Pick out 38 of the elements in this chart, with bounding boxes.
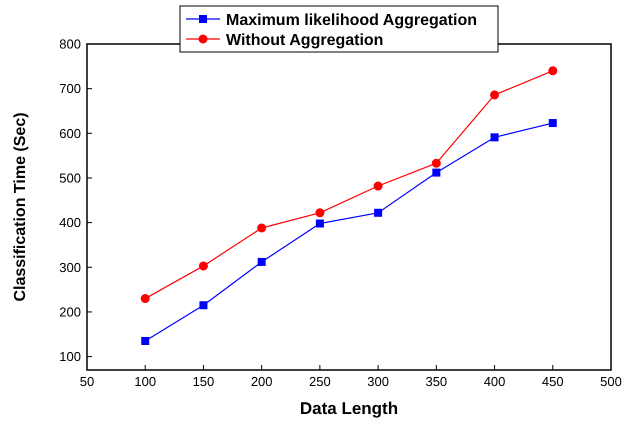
- point: [315, 208, 324, 218]
- y-tick-label: 400: [59, 215, 81, 230]
- point: [490, 90, 500, 100]
- legend-label: Without Aggregation: [226, 32, 384, 49]
- point: [316, 220, 324, 228]
- x-tick-label: 250: [309, 374, 331, 389]
- point: [140, 294, 150, 304]
- x-tick-label: 100: [134, 374, 156, 389]
- y-tick-label: 300: [59, 260, 81, 275]
- y-tick-label: 200: [59, 304, 81, 320]
- y-tick-label: 100: [59, 349, 81, 364]
- y-tick-label: 700: [59, 81, 81, 96]
- point: [198, 261, 208, 270]
- x-tick-label: 350: [425, 374, 448, 389]
- point: [257, 223, 266, 232]
- point: [432, 158, 441, 168]
- point: [141, 336, 150, 345]
- x-tick-label: 150: [192, 374, 214, 389]
- y-tick-label: 500: [59, 170, 81, 186]
- x-tick-label: 200: [250, 374, 273, 389]
- x-axis-title: Data Length: [300, 399, 398, 418]
- x-tick-label: 400: [484, 374, 506, 389]
- x-tick-label: 500: [600, 374, 622, 389]
- point: [432, 168, 440, 177]
- legend-label: Maximum likelihood Aggregation: [226, 12, 477, 29]
- point: [490, 133, 499, 142]
- y-tick-label: 600: [59, 126, 81, 141]
- point: [258, 258, 266, 266]
- y-tick-label: 800: [59, 36, 81, 52]
- x-tick-label: 300: [367, 374, 389, 389]
- x-tick-label: 50: [80, 374, 94, 389]
- point: [199, 301, 208, 310]
- point: [374, 182, 383, 191]
- point: [548, 119, 557, 128]
- y-axis-title: Classification Time (Sec): [12, 112, 29, 302]
- point: [374, 208, 382, 217]
- point: [548, 66, 558, 76]
- x-tick-label: 450: [542, 374, 564, 389]
